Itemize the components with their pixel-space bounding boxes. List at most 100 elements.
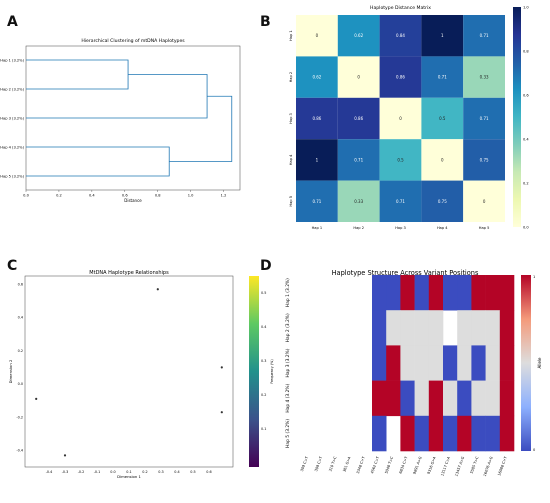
heatmap-cell bbox=[499, 380, 515, 417]
heatmap-cell bbox=[485, 275, 501, 311]
heatmap-cell bbox=[372, 345, 387, 381]
cell-label: 1 bbox=[441, 33, 444, 38]
cell-label: 0.86 bbox=[396, 75, 405, 80]
col-label: 9891 A>G bbox=[413, 456, 423, 475]
y-tick-label: 0.6 bbox=[18, 283, 23, 287]
colorbar-tick-label: 0.2 bbox=[261, 393, 266, 397]
y-tick-label: 0.2 bbox=[18, 349, 23, 353]
heatmap-cell bbox=[372, 415, 387, 452]
col-label: 309 C>T bbox=[300, 455, 309, 472]
heatmap-cell bbox=[400, 345, 415, 381]
col-label: Hap 4 bbox=[437, 226, 448, 230]
cell-label: 0.86 bbox=[354, 116, 363, 121]
dendrogram-link bbox=[26, 146, 170, 177]
x-tick-label: 0.6 bbox=[122, 194, 128, 198]
heatmap-cell bbox=[457, 415, 472, 452]
heatmap-cell bbox=[379, 139, 422, 181]
colorbar bbox=[513, 7, 521, 227]
heatmap-cell bbox=[379, 56, 422, 98]
col-label: 4562 C>T bbox=[370, 455, 380, 474]
heatmap-cell bbox=[421, 139, 464, 181]
heatmap-cell bbox=[400, 310, 415, 346]
heatmap-cell bbox=[499, 345, 515, 381]
heatmap-cell bbox=[337, 139, 380, 181]
cell-label: 0 bbox=[441, 157, 444, 162]
heatmap-cell bbox=[463, 56, 505, 98]
x-tick-label: 0.5 bbox=[190, 470, 195, 474]
col-label: 5048 T>C bbox=[384, 456, 394, 475]
col-label: 310 T>C bbox=[328, 456, 337, 473]
heatmap-cell bbox=[443, 345, 458, 381]
plot-frame bbox=[24, 275, 234, 468]
heatmap-cell bbox=[499, 415, 515, 452]
col-label: 6834 C>T bbox=[399, 455, 409, 474]
x-tick-label: 0.4 bbox=[174, 470, 179, 474]
heatmap-cell bbox=[463, 15, 505, 57]
x-tick-label: 1.2 bbox=[221, 194, 227, 198]
heatmap-cell bbox=[499, 275, 515, 311]
x-tick-label: 0.8 bbox=[155, 194, 161, 198]
cell-label: 0 bbox=[357, 75, 360, 80]
heatmap-cell bbox=[463, 180, 505, 222]
panel-d: D Haplotype Structure Across Variant Pos… bbox=[260, 250, 550, 499]
scatter-point bbox=[35, 397, 38, 401]
x-tick-label: -0.1 bbox=[94, 470, 101, 474]
x-tick-label: 0.0 bbox=[23, 194, 29, 198]
heatmap-cell bbox=[296, 56, 338, 98]
distance-heatmap: Haplotype Distance Matrix 0 0.62 0.84 1 0.71 0… bbox=[289, 5, 529, 230]
dendrogram-chart: Hierarchical Clustering of mtDNA Haploty… bbox=[0, 38, 241, 203]
panel-a-letter: A bbox=[7, 14, 18, 30]
dendrogram-link bbox=[26, 59, 129, 90]
heatmap-cell bbox=[372, 380, 387, 417]
col-label: Hap 1 bbox=[312, 226, 323, 230]
colorbar-tick-label: 0.5 bbox=[261, 291, 266, 295]
heatmap-cell bbox=[414, 275, 430, 311]
col-label: 16088 C>T bbox=[497, 455, 508, 476]
heatmap-cell bbox=[457, 345, 472, 381]
scatter-point bbox=[220, 411, 223, 414]
cell-label: 0.62 bbox=[312, 75, 321, 80]
heatmap-cell bbox=[386, 310, 401, 346]
heatmap-cell bbox=[485, 345, 501, 381]
x-tick-label: -0.2 bbox=[78, 470, 85, 474]
x-tick-label: -0.3 bbox=[62, 470, 69, 474]
heatmap-cell bbox=[386, 345, 401, 381]
colorbar bbox=[521, 275, 531, 451]
cell-label: 0.75 bbox=[438, 199, 447, 204]
x-tick-label: 0.0 bbox=[110, 470, 115, 474]
y-tick-label: 0.4 bbox=[18, 316, 23, 320]
row-label: Hap 4 (3.2%) bbox=[285, 383, 291, 412]
leaf-label: Hap 3 (3.2%) bbox=[0, 117, 24, 121]
col-label: Hap 3 bbox=[395, 226, 406, 230]
heatmap-cell bbox=[463, 139, 505, 181]
x-tick-label: 0.3 bbox=[158, 470, 163, 474]
heatmap-cell bbox=[414, 310, 430, 346]
col-label: 9316 G>A bbox=[427, 455, 437, 474]
row-label: Hap 1 bbox=[289, 30, 293, 41]
leaf-label: Hap 4 (3.2%) bbox=[0, 146, 24, 150]
col-label: 361 G>A bbox=[342, 455, 352, 472]
cell-label: 0.75 bbox=[480, 157, 489, 162]
heatmap-cell bbox=[485, 380, 501, 417]
heatmap-cell bbox=[296, 180, 338, 222]
cell-label: 0.71 bbox=[396, 199, 405, 204]
heatmap-cell bbox=[296, 139, 338, 181]
y-tick-label: -0.4 bbox=[16, 449, 23, 453]
cell-label: 0.86 bbox=[312, 116, 321, 121]
heatmap-cell bbox=[400, 380, 415, 417]
heatmap-cell bbox=[379, 180, 422, 222]
cell-label: 0.71 bbox=[312, 199, 321, 204]
col-label: Hap 5 bbox=[479, 226, 490, 230]
heatmap-cell bbox=[457, 380, 472, 417]
heatmap-cell bbox=[443, 275, 458, 311]
heatmap-cell bbox=[296, 15, 338, 57]
heatmap-cell bbox=[428, 415, 444, 452]
x-tick-label: -0.4 bbox=[46, 470, 53, 474]
heatmap-cell bbox=[414, 415, 430, 452]
col-label: 13117 C>A bbox=[440, 455, 451, 476]
heatmap-cell bbox=[296, 97, 338, 140]
panel-c: C MtDNA Haplotype Relationships -0.4 -0.3 -… bbox=[0, 250, 275, 499]
row-label: Hap 3 bbox=[289, 113, 293, 124]
dendrogram-link bbox=[169, 95, 233, 162]
row-label: Hap 2 (3.2%) bbox=[285, 313, 291, 342]
